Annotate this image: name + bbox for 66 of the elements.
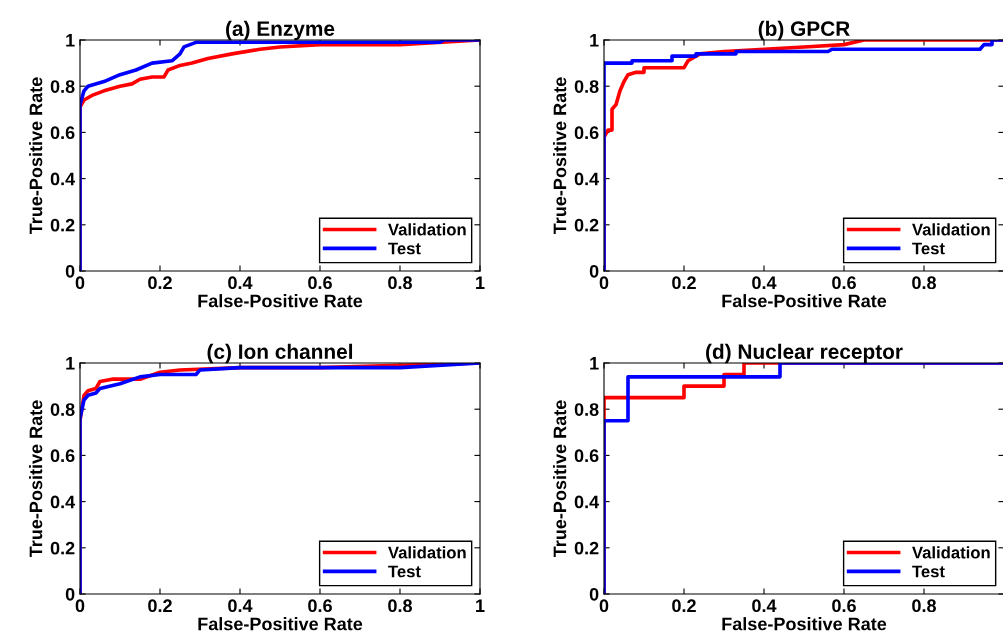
legend-label: Test [388, 242, 421, 255]
x-axis-title: False-Positive Rate [722, 617, 887, 631]
y-tick-label: 0 [589, 264, 599, 278]
y-tick-label: 1 [66, 357, 75, 370]
y-tick-label: 0.8 [50, 403, 75, 416]
y-tick-label: 0.8 [574, 403, 599, 416]
x-tick-label: 0.2 [672, 276, 696, 290]
legend-label: Validation [912, 223, 990, 236]
y-axis-title: True-Positive Rate [553, 77, 567, 235]
x-tick-label: 0.2 [148, 599, 172, 613]
x-tick-label: 0.6 [832, 276, 856, 290]
y-axis-title: True-Positive Rate [29, 400, 43, 558]
y-tick-label: 0.4 [574, 172, 600, 186]
chart-title: (c) Ion channel [207, 343, 353, 364]
x-tick-label: 0 [75, 599, 85, 613]
x-tick-label: 0.4 [228, 599, 253, 613]
x-axis-title: False-Positive Rate [722, 294, 887, 308]
y-tick-label: 0.2 [574, 218, 599, 232]
x-tick-label: 0.2 [148, 276, 172, 290]
chart-title: (b) GPCR [758, 20, 850, 41]
x-tick-label: 0.6 [832, 599, 856, 613]
y-tick-label: 0.8 [574, 80, 599, 93]
x-tick-label: 0.4 [228, 276, 253, 290]
y-tick-label: 0.6 [50, 449, 75, 463]
x-tick-label: 1 [476, 599, 485, 612]
y-axis-title: True-Positive Rate [29, 77, 43, 235]
legend-label: Test [912, 242, 945, 255]
legend-label: Test [912, 565, 945, 578]
x-tick-label: 0.4 [752, 599, 777, 613]
x-tick-label: 0.8 [912, 599, 936, 613]
x-tick-label: 0.6 [308, 276, 332, 290]
x-tick-label: 0.8 [388, 276, 412, 290]
x-tick-label: 0 [599, 276, 609, 290]
legend-label: Test [388, 565, 421, 578]
x-tick-label: 0 [75, 276, 85, 290]
x-axis-title: False-Positive Rate [198, 617, 363, 631]
x-tick-label: 0.6 [308, 599, 332, 613]
legend-label: Validation [388, 223, 466, 236]
y-tick-label: 0 [589, 587, 599, 601]
chart-title: (d) Nuclear receptor [706, 343, 903, 364]
y-tick-label: 0.4 [50, 172, 76, 186]
y-tick-label: 0.8 [50, 80, 75, 93]
y-tick-label: 1 [66, 34, 75, 47]
x-tick-label: 0.8 [912, 276, 936, 290]
y-tick-label: 0.6 [574, 126, 599, 140]
y-tick-label: 0.2 [50, 218, 75, 232]
x-axis-title: False-Positive Rate [198, 294, 363, 308]
y-axis-title: True-Positive Rate [553, 400, 567, 558]
y-tick-label: 0.2 [574, 541, 599, 555]
x-tick-label: 1 [476, 276, 485, 289]
y-tick-label: 1 [590, 357, 599, 370]
legend-label: Validation [912, 546, 990, 559]
chart-title: (a) Enzyme [226, 20, 335, 41]
y-tick-label: 0.6 [50, 126, 75, 140]
x-tick-label: 0.2 [672, 599, 696, 613]
y-tick-label: 0.4 [50, 495, 76, 509]
y-tick-label: 0.2 [50, 541, 75, 555]
y-tick-label: 1 [590, 34, 599, 47]
x-tick-label: 0.8 [388, 599, 412, 613]
y-tick-label: 0.4 [574, 495, 600, 509]
legend-label: Validation [388, 546, 466, 559]
y-tick-label: 0 [65, 264, 75, 278]
x-tick-label: 0.4 [752, 276, 777, 290]
x-tick-label: 0 [599, 599, 609, 613]
y-tick-label: 0 [65, 587, 75, 601]
y-tick-label: 0.6 [574, 449, 599, 463]
